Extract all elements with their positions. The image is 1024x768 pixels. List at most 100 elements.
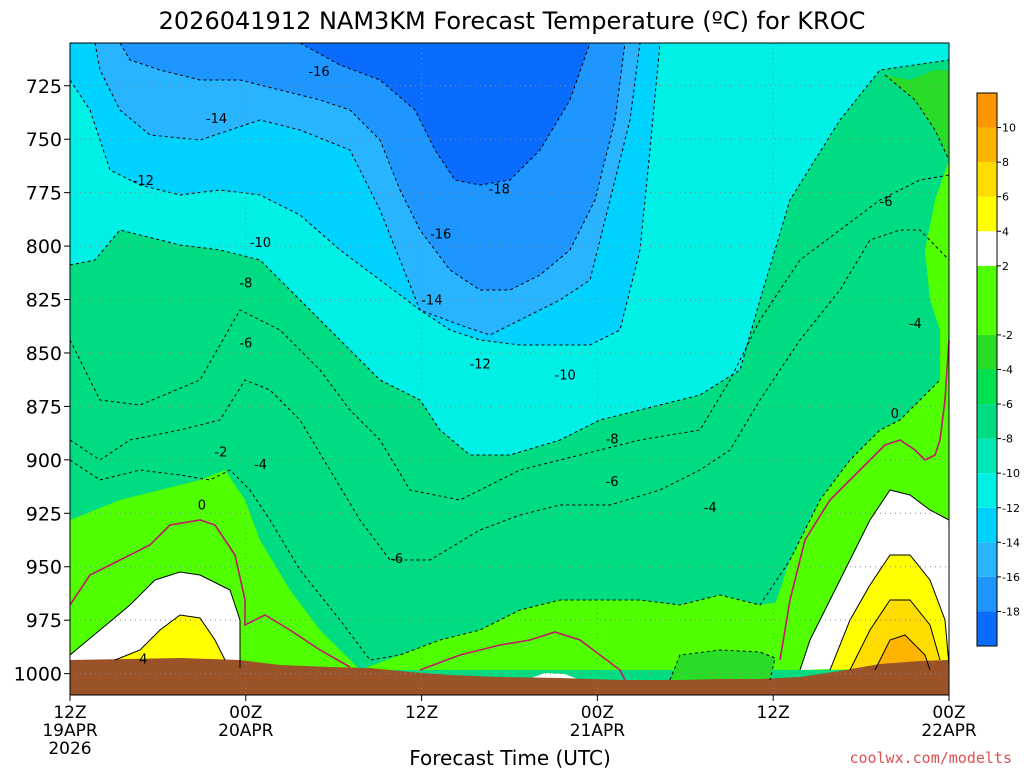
isotherm-minus-14	[94, 42, 641, 336]
isotherm-2-left	[69, 571, 241, 668]
band-8C-right	[875, 635, 930, 670]
x-tick-date: 22APR	[921, 721, 977, 741]
isotherm-4-left	[114, 614, 226, 661]
isotherm-8-right	[874, 634, 931, 671]
y-tick-label: 825	[26, 290, 62, 312]
y-tick-label: 850	[26, 343, 62, 365]
colorbar-swatch	[977, 196, 997, 232]
contour-label: 0	[198, 499, 206, 514]
band-4C-left	[115, 615, 225, 660]
colorbar-swatch	[977, 542, 997, 577]
contour-label: -14	[206, 112, 227, 127]
colorbar-label: 8	[1002, 156, 1009, 169]
colorbar-swatch	[977, 265, 997, 335]
isotherm-minus-8	[69, 174, 950, 501]
contour-label: -6	[239, 336, 252, 351]
y-tick-label: 900	[26, 450, 62, 472]
plot-area: -16 -14 -12 -18 -16 -10 -8 -14 -6 -12 -10 -8 -2 -4 -6 -…	[69, 42, 950, 696]
colorbar-label: -8	[1002, 433, 1013, 446]
contour-label: -4	[909, 317, 922, 332]
contour-label: -16	[430, 227, 451, 242]
zero-isotherm-left	[69, 519, 351, 668]
zero-isotherm	[69, 339, 950, 681]
chart-title: 2026041912 NAM3KM Forecast Temperature (…	[159, 7, 866, 35]
x-tick-time: 00Z	[581, 703, 614, 723]
ground-surface	[70, 658, 949, 695]
contour-label: -4	[704, 501, 717, 516]
contour-label: 0	[891, 407, 899, 422]
colorbar-label: -14	[1002, 536, 1020, 549]
plot-frame	[69, 42, 950, 696]
colorbar-label: 6	[1002, 191, 1009, 204]
colorbar-swatch	[977, 576, 997, 612]
y-tick-label: 950	[26, 557, 62, 579]
colorbar-swatch	[977, 473, 997, 508]
colorbar-label: 10	[1002, 122, 1016, 135]
y-tick-label: 875	[26, 396, 62, 418]
contour-label: -8	[606, 432, 619, 447]
zero-isotherm-right	[779, 339, 950, 661]
contour-label: -10	[555, 368, 576, 383]
y-axis: 725 750 775 800 825 850 875 900 925 950 975 1000	[14, 76, 70, 686]
credit-text: coolwx.com/modelts	[849, 749, 1012, 767]
colorbar-label: -12	[1002, 502, 1020, 515]
contour-label: -14	[421, 294, 442, 309]
contour-label: -2	[214, 445, 227, 460]
contour-label: 4	[139, 653, 147, 668]
isotherm-6-right	[849, 599, 941, 671]
isotherm-2-right	[799, 489, 950, 671]
x-tick-date: 21APR	[570, 721, 626, 741]
contour-label: -8	[239, 276, 252, 291]
contour-label: -6	[606, 475, 619, 490]
x-tick-time: 00Z	[932, 703, 965, 723]
colorbar-swatch	[977, 93, 997, 128]
colorbar-swatch	[977, 404, 997, 439]
colorbar-label: -10	[1002, 467, 1020, 480]
x-tick-date: 19APR	[42, 721, 98, 741]
colorbar-swatch	[977, 507, 997, 543]
x-axis-label: Forecast Time (UTC)	[409, 746, 611, 768]
contour-label: -6	[880, 195, 893, 210]
isotherm-minus-12	[69, 42, 661, 346]
y-tick-label: 750	[26, 129, 62, 151]
contour-label: -6	[390, 552, 403, 567]
x-tick-date: 20APR	[218, 721, 274, 741]
negative-isotherms	[69, 42, 950, 681]
colorbar-label: -2	[1002, 329, 1013, 342]
colorbar-swatch	[977, 162, 997, 197]
y-tick-label: 800	[26, 236, 62, 258]
contour-labels: -16 -14 -12 -18 -16 -10 -8 -14 -6 -12 -10 -8 -2 -4 -6 -…	[133, 65, 922, 668]
x-tick-time: 12Z	[405, 703, 438, 723]
isotherm-minus-4	[69, 379, 941, 661]
isotherm-minus-2-top	[884, 74, 950, 161]
y-tick-label: 975	[26, 610, 62, 632]
colorbar-swatch	[977, 438, 997, 474]
band-above-minus2-mid	[360, 595, 800, 670]
colorbar-label: 2	[1002, 260, 1009, 273]
contour-label: -12	[133, 174, 154, 189]
isotherm-minus-16	[119, 42, 626, 291]
contour-label: -4	[254, 458, 267, 473]
contour-label: -10	[250, 236, 271, 251]
isotherm-minus-18	[299, 42, 591, 186]
contour-label: -16	[308, 65, 329, 80]
x-tick-year: 2026	[48, 739, 91, 759]
band-minus-18	[300, 43, 590, 185]
isotherm-minus-6	[69, 229, 950, 561]
x-tick-time: 12Z	[757, 703, 790, 723]
x-tick-time: 00Z	[229, 703, 262, 723]
colorbar-label: 4	[1002, 225, 1009, 238]
contour-label: -12	[470, 358, 491, 373]
colorbar-swatch	[977, 611, 997, 646]
y-tick-label: 1000	[14, 664, 62, 686]
band-minus4-pocket	[670, 650, 775, 680]
colorbar-swatch	[977, 334, 997, 370]
colorbar-swatch	[977, 369, 997, 405]
colorbar-label: -16	[1002, 571, 1020, 584]
colorbar-swatch	[977, 127, 997, 163]
y-tick-label: 775	[26, 183, 62, 205]
isotherm-4-right	[829, 554, 950, 671]
x-tick-time: 12Z	[53, 703, 86, 723]
